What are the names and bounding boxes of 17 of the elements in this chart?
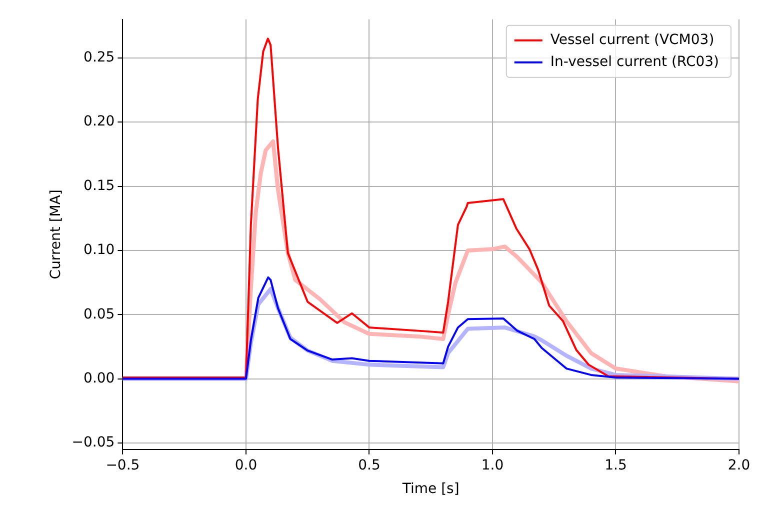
y-axis-title: Current [MA] (48, 190, 64, 280)
y-tick-label: 0.05 (84, 306, 115, 322)
x-tick-label: 1.0 (481, 457, 504, 474)
x-axis-title: Time [s] (401, 481, 460, 498)
x-tick-label: 0.5 (358, 457, 380, 474)
y-tick-label: −0.05 (72, 434, 115, 451)
y-tick-label: 0.00 (84, 370, 115, 386)
legend-label: In-vessel current (RC03) (550, 54, 720, 70)
x-tick-label: 2.0 (728, 457, 750, 474)
x-tick-label: 1.5 (604, 457, 627, 474)
y-tick-label: 0.15 (84, 178, 115, 194)
y-tick-label: 0.10 (84, 242, 115, 258)
x-tick-label: −0.5 (106, 457, 140, 474)
legend-label: Vessel current (VCM03) (550, 32, 714, 48)
y-tick-label: 0.20 (84, 114, 115, 130)
y-tick-label: 0.25 (84, 50, 115, 66)
x-tick-label: 0.0 (234, 457, 258, 474)
